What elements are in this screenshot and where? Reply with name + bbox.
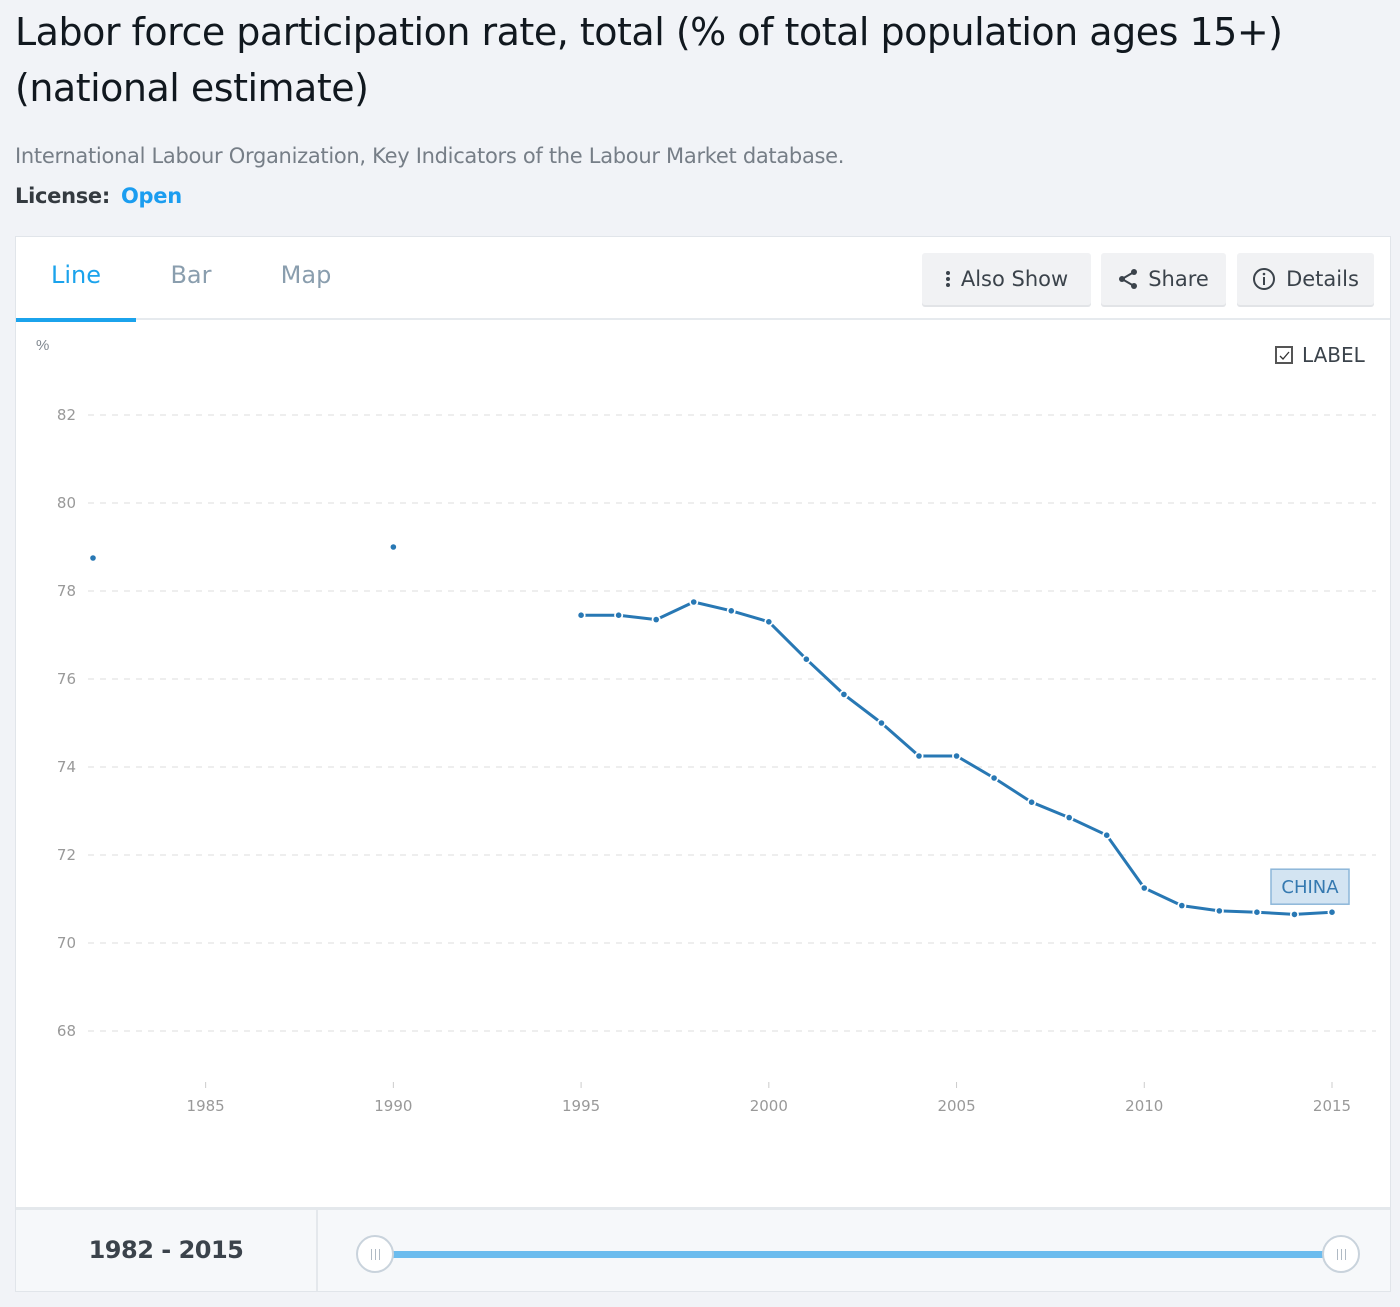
data-point xyxy=(1066,814,1072,821)
data-point xyxy=(1254,909,1260,915)
chart-type-tabs: Line Bar Map xyxy=(16,237,1390,322)
data-point xyxy=(1179,902,1185,909)
series-label-box xyxy=(1270,868,1350,905)
info-icon xyxy=(1253,268,1276,290)
data-point xyxy=(1291,911,1298,918)
y-tick-label: 82 xyxy=(57,406,76,424)
data-source: International Labour Organization, Key I… xyxy=(15,144,845,168)
data-point xyxy=(991,775,997,781)
share-label: Share xyxy=(1148,267,1209,291)
data-point xyxy=(878,720,885,726)
tab-line[interactable]: Line xyxy=(16,237,136,322)
range-label: 1982 - 2015 xyxy=(16,1210,318,1291)
data-point xyxy=(766,619,772,625)
data-point xyxy=(90,555,96,561)
data-point xyxy=(1028,799,1035,805)
data-point xyxy=(728,608,735,614)
y-tick-label: 76 xyxy=(57,670,76,688)
checkmark-icon xyxy=(1279,351,1290,360)
line-chart: 68 70 72 74 76 78 80 82 1985 1990 1995 2000 2005 2010… xyxy=(57,406,1376,1115)
data-point xyxy=(916,753,922,759)
range-end-handle[interactable] xyxy=(1322,1235,1360,1273)
series-label-text: CHINA xyxy=(1281,877,1339,898)
data-point xyxy=(841,691,847,698)
y-tick-label: 78 xyxy=(57,582,76,600)
data-point xyxy=(1141,885,1148,891)
data-point xyxy=(653,616,659,623)
y-axis-unit: % xyxy=(36,337,50,354)
y-tick-label: 70 xyxy=(57,934,76,952)
license: License: Open xyxy=(15,184,182,208)
tab-bar[interactable]: Bar xyxy=(170,261,212,289)
also-show-label: Also Show xyxy=(960,267,1069,291)
license-link[interactable]: Open xyxy=(120,184,182,208)
series-label: CHINA xyxy=(1270,868,1350,905)
x-tick-label: 1990 xyxy=(374,1097,412,1115)
time-range-footer: 1982 - 2015 xyxy=(16,1207,1390,1291)
data-point xyxy=(690,599,697,605)
tab-map[interactable]: Map xyxy=(280,261,332,289)
grip-icon xyxy=(370,1248,380,1260)
x-tick-label: 1985 xyxy=(187,1097,225,1115)
data-point xyxy=(615,612,622,618)
share-icon xyxy=(1119,269,1138,289)
details-label: Details xyxy=(1286,267,1359,291)
chart-card: Line Bar Map Also Show Share Details LAB… xyxy=(15,236,1391,1292)
x-tick-label: 2015 xyxy=(1313,1097,1351,1115)
x-tick-label: 2000 xyxy=(750,1097,788,1115)
data-point xyxy=(1216,908,1223,914)
also-show-button[interactable]: Also Show xyxy=(922,253,1091,305)
grip-icon xyxy=(1336,1248,1346,1260)
y-tick-label: 68 xyxy=(57,1022,76,1040)
label-checkbox[interactable] xyxy=(1275,346,1293,364)
data-point xyxy=(1329,909,1335,915)
x-tick-label: 2005 xyxy=(937,1097,975,1115)
details-button[interactable]: Details xyxy=(1237,253,1374,305)
range-start-handle[interactable] xyxy=(356,1235,394,1273)
page-title: Labor force participation rate, total (%… xyxy=(15,10,1283,110)
y-tick-label: 72 xyxy=(57,846,76,864)
x-tick-label: 1995 xyxy=(562,1097,600,1115)
range-slider-track[interactable] xyxy=(376,1251,1341,1258)
label-toggle[interactable]: LABEL xyxy=(1275,343,1365,367)
x-tick-label: 2010 xyxy=(1125,1097,1163,1115)
more-vertical-icon xyxy=(945,271,950,287)
data-point xyxy=(1103,832,1110,838)
share-button[interactable]: Share xyxy=(1101,253,1226,305)
data-point xyxy=(390,544,397,550)
data-point xyxy=(578,612,584,618)
y-tick-label: 74 xyxy=(57,758,76,776)
label-toggle-text: LABEL xyxy=(1302,343,1365,367)
data-point xyxy=(953,753,960,759)
license-label: License: xyxy=(15,184,110,208)
data-point xyxy=(803,656,810,662)
y-tick-label: 80 xyxy=(57,494,76,512)
